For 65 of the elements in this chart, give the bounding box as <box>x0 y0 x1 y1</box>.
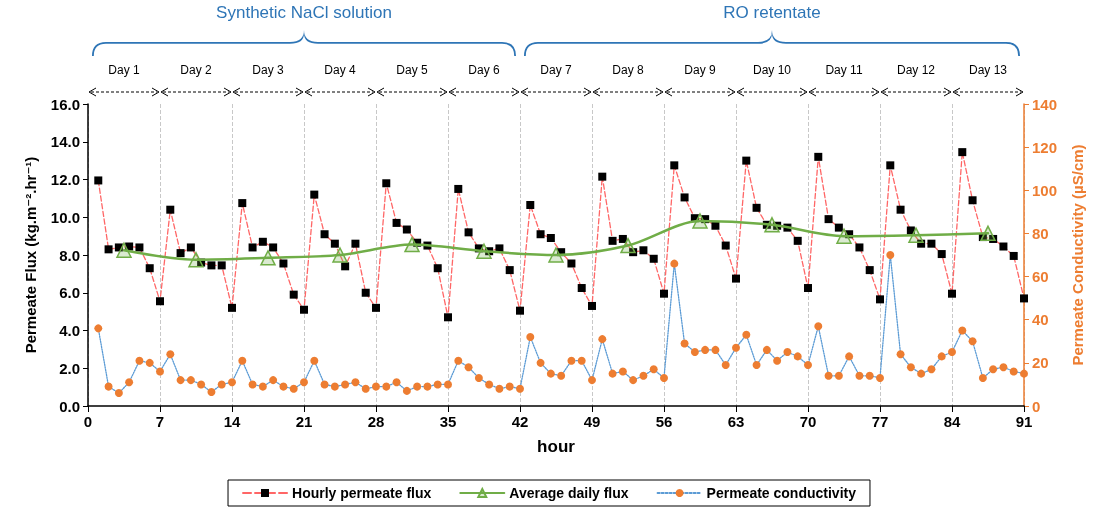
y-axis-title: Permeate Flux (kg.m⁻².hr⁻¹) <box>22 156 39 354</box>
point <box>260 250 276 266</box>
y-tick-label: 2.0 <box>59 359 80 377</box>
text: Day 7 <box>540 63 572 77</box>
x-tick-label: 84 <box>943 413 961 430</box>
point <box>620 237 636 254</box>
x-tick-label: 42 <box>511 413 529 430</box>
point <box>404 236 420 253</box>
x-tick-label: 28 <box>367 413 385 430</box>
text: RO retentate <box>723 3 821 22</box>
y-tick-label: 12.0 <box>50 171 80 188</box>
point <box>908 227 924 243</box>
x-tick-label: 91 <box>1015 413 1033 430</box>
x-tick-label: 35 <box>439 413 457 430</box>
x-tick-label: 63 <box>727 413 745 430</box>
legend-label: Hourly permeate flux <box>292 485 432 501</box>
text: Day 4 <box>324 63 356 77</box>
point <box>980 225 996 242</box>
x-axis-title: hour <box>537 437 576 456</box>
y2-tick-label: 140 <box>1032 95 1058 113</box>
x-tick-label: 0 <box>83 413 93 430</box>
y2-tick-label: 20 <box>1032 354 1049 372</box>
text: Day 13 <box>968 63 1008 77</box>
x-tick-label: 70 <box>799 413 817 430</box>
point <box>692 213 708 229</box>
text: Day 8 <box>612 63 644 77</box>
point <box>116 242 132 259</box>
y-tick-label: 6.0 <box>59 284 80 302</box>
text: Day 9 <box>684 63 716 77</box>
y2-tick-label: 120 <box>1032 138 1058 156</box>
point <box>476 243 492 259</box>
x-tick-label: 7 <box>155 413 165 430</box>
point <box>764 217 780 233</box>
x-tick-label: 49 <box>583 413 601 430</box>
y-tick-label: 14.0 <box>50 133 80 151</box>
text: Day 12 <box>896 63 936 77</box>
text: Day 3 <box>252 63 284 77</box>
point <box>836 228 852 244</box>
x-tick-label: 56 <box>655 413 673 430</box>
y-tick-label: 4.0 <box>59 322 80 339</box>
x-tick-label: 77 <box>871 413 889 430</box>
text: Day 10 <box>752 63 792 77</box>
point <box>188 251 204 268</box>
text: Day 5 <box>396 63 428 77</box>
point <box>332 247 348 263</box>
x-tick-label: 14 <box>223 413 241 430</box>
y-tick-label: 0.0 <box>59 397 80 415</box>
y2-tick-label: 40 <box>1032 311 1049 329</box>
y2-axis-title: Permeate Conductivity (µS/cm) <box>1069 144 1086 366</box>
legend-label: Average daily flux <box>509 485 629 501</box>
y2-tick-label: 0 <box>1032 397 1041 415</box>
text: Day 6 <box>468 63 500 77</box>
text: Day 2 <box>180 63 212 77</box>
y-tick-label: 8.0 <box>59 246 80 264</box>
y-tick-label: 16.0 <box>50 95 80 113</box>
y2-tick-label: 60 <box>1032 268 1049 286</box>
point <box>548 247 564 263</box>
text: Day 1 <box>108 63 140 77</box>
y-tick-label: 10.0 <box>50 208 80 226</box>
text: Synthetic NaCl solution <box>216 3 392 22</box>
y2-tick-label: 100 <box>1032 181 1058 199</box>
legend-label: Permeate conductivity <box>706 485 857 501</box>
y2-tick-label: 80 <box>1032 224 1049 242</box>
x-tick-label: 21 <box>295 413 313 430</box>
text: Day 11 <box>825 63 863 77</box>
